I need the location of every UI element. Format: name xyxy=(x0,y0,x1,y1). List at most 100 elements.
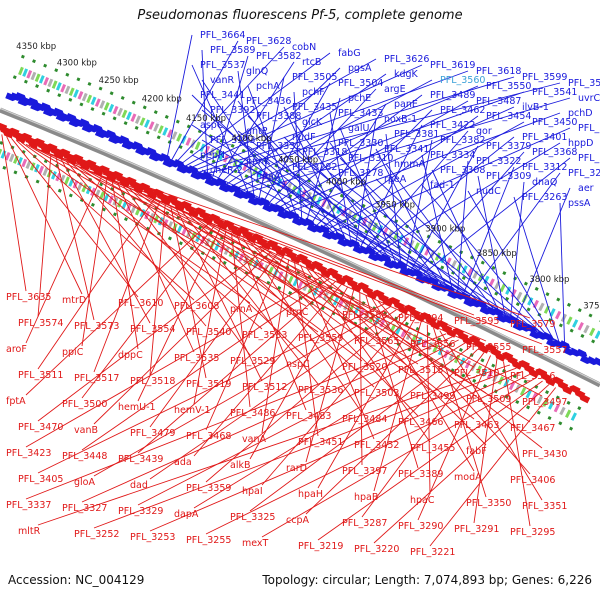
annotation-block-outer xyxy=(26,70,33,79)
annotation-block-shape xyxy=(527,297,534,306)
forward-gene-arrow xyxy=(132,141,144,150)
forward-gene-label: gntP xyxy=(246,126,268,137)
reverse-gene-label: PFL_3588 xyxy=(342,310,387,321)
forward-gene-label: pepN xyxy=(200,150,225,161)
reverse-leader-line xyxy=(25,222,210,396)
annotation-block-outer xyxy=(55,82,62,91)
forward-arrow-shape xyxy=(593,357,600,367)
map-title: Pseudomonas fluorescens Pf-5, complete g… xyxy=(137,8,463,23)
annotation-block-shape xyxy=(461,265,468,274)
reverse-gene-label: PFL_3452 xyxy=(354,440,399,451)
forward-gene-label: PFL_3392 xyxy=(210,105,255,116)
reverse-gene-label: ccpA xyxy=(286,515,309,526)
annotation-block-outer xyxy=(86,94,93,104)
reverse-leader-line xyxy=(138,191,419,365)
reverse-leader-line xyxy=(149,203,166,376)
forward-arrow-shape xyxy=(173,159,185,168)
annotation-block-outer xyxy=(60,83,67,93)
forward-arrow-shape xyxy=(576,348,588,358)
annotation-block-inner xyxy=(107,195,114,204)
reverse-leader-line xyxy=(93,250,272,425)
reverse-leader-line xyxy=(122,184,251,356)
reverse-leader-line xyxy=(149,309,397,480)
reverse-leader-line xyxy=(242,237,363,414)
forward-gene-label: aer xyxy=(578,183,594,194)
annotation-block-shape xyxy=(508,381,516,391)
forward-gene-label: PFL_3278 xyxy=(338,168,383,179)
forward-gene-label: PFL_3282 xyxy=(292,162,337,173)
annotation-block-inner xyxy=(8,153,15,163)
forward-leader-line xyxy=(360,124,423,247)
reverse-gene-label: aroF xyxy=(6,344,27,355)
annotation-block-shape xyxy=(499,283,506,293)
reverse-gene-label: PFL_3516 xyxy=(510,371,555,382)
reverse-leader-line xyxy=(37,198,155,370)
annotation-block-shape xyxy=(424,247,431,256)
annotation-block-shape xyxy=(60,83,67,93)
forward-leader-line xyxy=(201,49,209,177)
forward-leader-line xyxy=(405,139,433,269)
annotation-block-shape xyxy=(553,403,560,413)
genome-backbone xyxy=(0,107,600,388)
forward-arrow-shape xyxy=(244,190,256,200)
forward-arrow-shape xyxy=(65,113,78,122)
annotation-block-inner xyxy=(21,158,28,168)
reverse-leader-line xyxy=(81,336,453,503)
forward-gene-label: rpeA xyxy=(384,174,407,185)
scale-label: 3950 kbp xyxy=(375,200,415,210)
annotation-block-outer xyxy=(466,267,474,277)
reverse-leader-line xyxy=(373,383,550,544)
reverse-gene-label: PFL_3565 xyxy=(354,336,399,347)
forward-leader-line xyxy=(330,127,571,234)
annotation-block-shape xyxy=(277,271,284,280)
reverse-gene-label: PFL_3610 xyxy=(118,298,163,309)
annotation-block-shape xyxy=(55,82,62,91)
reverse-gene-label: PFL_3518 xyxy=(130,376,175,387)
annotation-block-shape xyxy=(548,401,555,410)
reverse-gene-label: PFL_3327 xyxy=(62,503,107,514)
forward-gene-label: PFL_3333 xyxy=(210,135,255,146)
annotation-block-shape xyxy=(549,308,556,317)
forward-gene-label: noxB-1 xyxy=(384,114,417,125)
annotation-block-shape xyxy=(72,180,79,189)
reverse-gene-label: PFL_3466 xyxy=(398,417,443,428)
annotation-block-outer xyxy=(549,308,556,317)
forward-gene-label: ilvB-1 xyxy=(522,102,549,113)
reverse-gene-label: PFL_3515 xyxy=(398,365,443,376)
reverse-leader-line xyxy=(149,370,524,532)
forward-gene-label: PFL_3449 xyxy=(578,123,600,134)
forward-leader-line xyxy=(191,154,522,325)
reverse-gene-label: PFL_3350 xyxy=(466,498,511,509)
annotation-block-outer xyxy=(204,145,211,155)
forward-arrow-shape xyxy=(187,165,199,174)
scale-label: 4150 kbp xyxy=(186,114,226,124)
forward-leader-line xyxy=(180,52,331,165)
annotation-block-shape xyxy=(144,119,151,128)
annotation-block-outer xyxy=(366,220,373,229)
reverse-gene-label: PFL_3455 xyxy=(410,443,455,454)
reverse-gene-label: PFL_3451 xyxy=(298,437,343,448)
reverse-gene-label: PFL_3470 xyxy=(18,422,63,433)
forward-gene-label: PFL_3310 xyxy=(348,153,393,164)
annotation-block-shape xyxy=(167,221,174,230)
reverse-leader-line xyxy=(261,315,410,486)
scale-label: 4250 kbp xyxy=(99,76,139,86)
annotation-block-outer xyxy=(68,87,75,96)
annotation-block-shape xyxy=(583,324,590,334)
annotation-block-shape xyxy=(413,242,420,251)
scale-label: 4100 kbp xyxy=(231,134,271,144)
annotation-block-inner xyxy=(525,389,532,399)
forward-gene-label: PFL_3450 xyxy=(532,117,577,128)
annotation-block-shape xyxy=(297,280,304,289)
annotation-block-inner xyxy=(4,151,11,161)
reverse-leader-line xyxy=(25,175,103,344)
annotation-block-outer xyxy=(130,113,137,122)
forward-leader-line xyxy=(267,88,377,205)
annotation-block-inner xyxy=(167,221,174,230)
annotation-block-outer xyxy=(148,121,155,130)
annotation-block-shape xyxy=(64,176,70,185)
genome-backbone-highlight xyxy=(0,108,600,385)
forward-leader-line xyxy=(201,109,381,257)
annotation-block-outer xyxy=(73,89,79,98)
forward-gene-label: dnaQ xyxy=(532,177,557,188)
